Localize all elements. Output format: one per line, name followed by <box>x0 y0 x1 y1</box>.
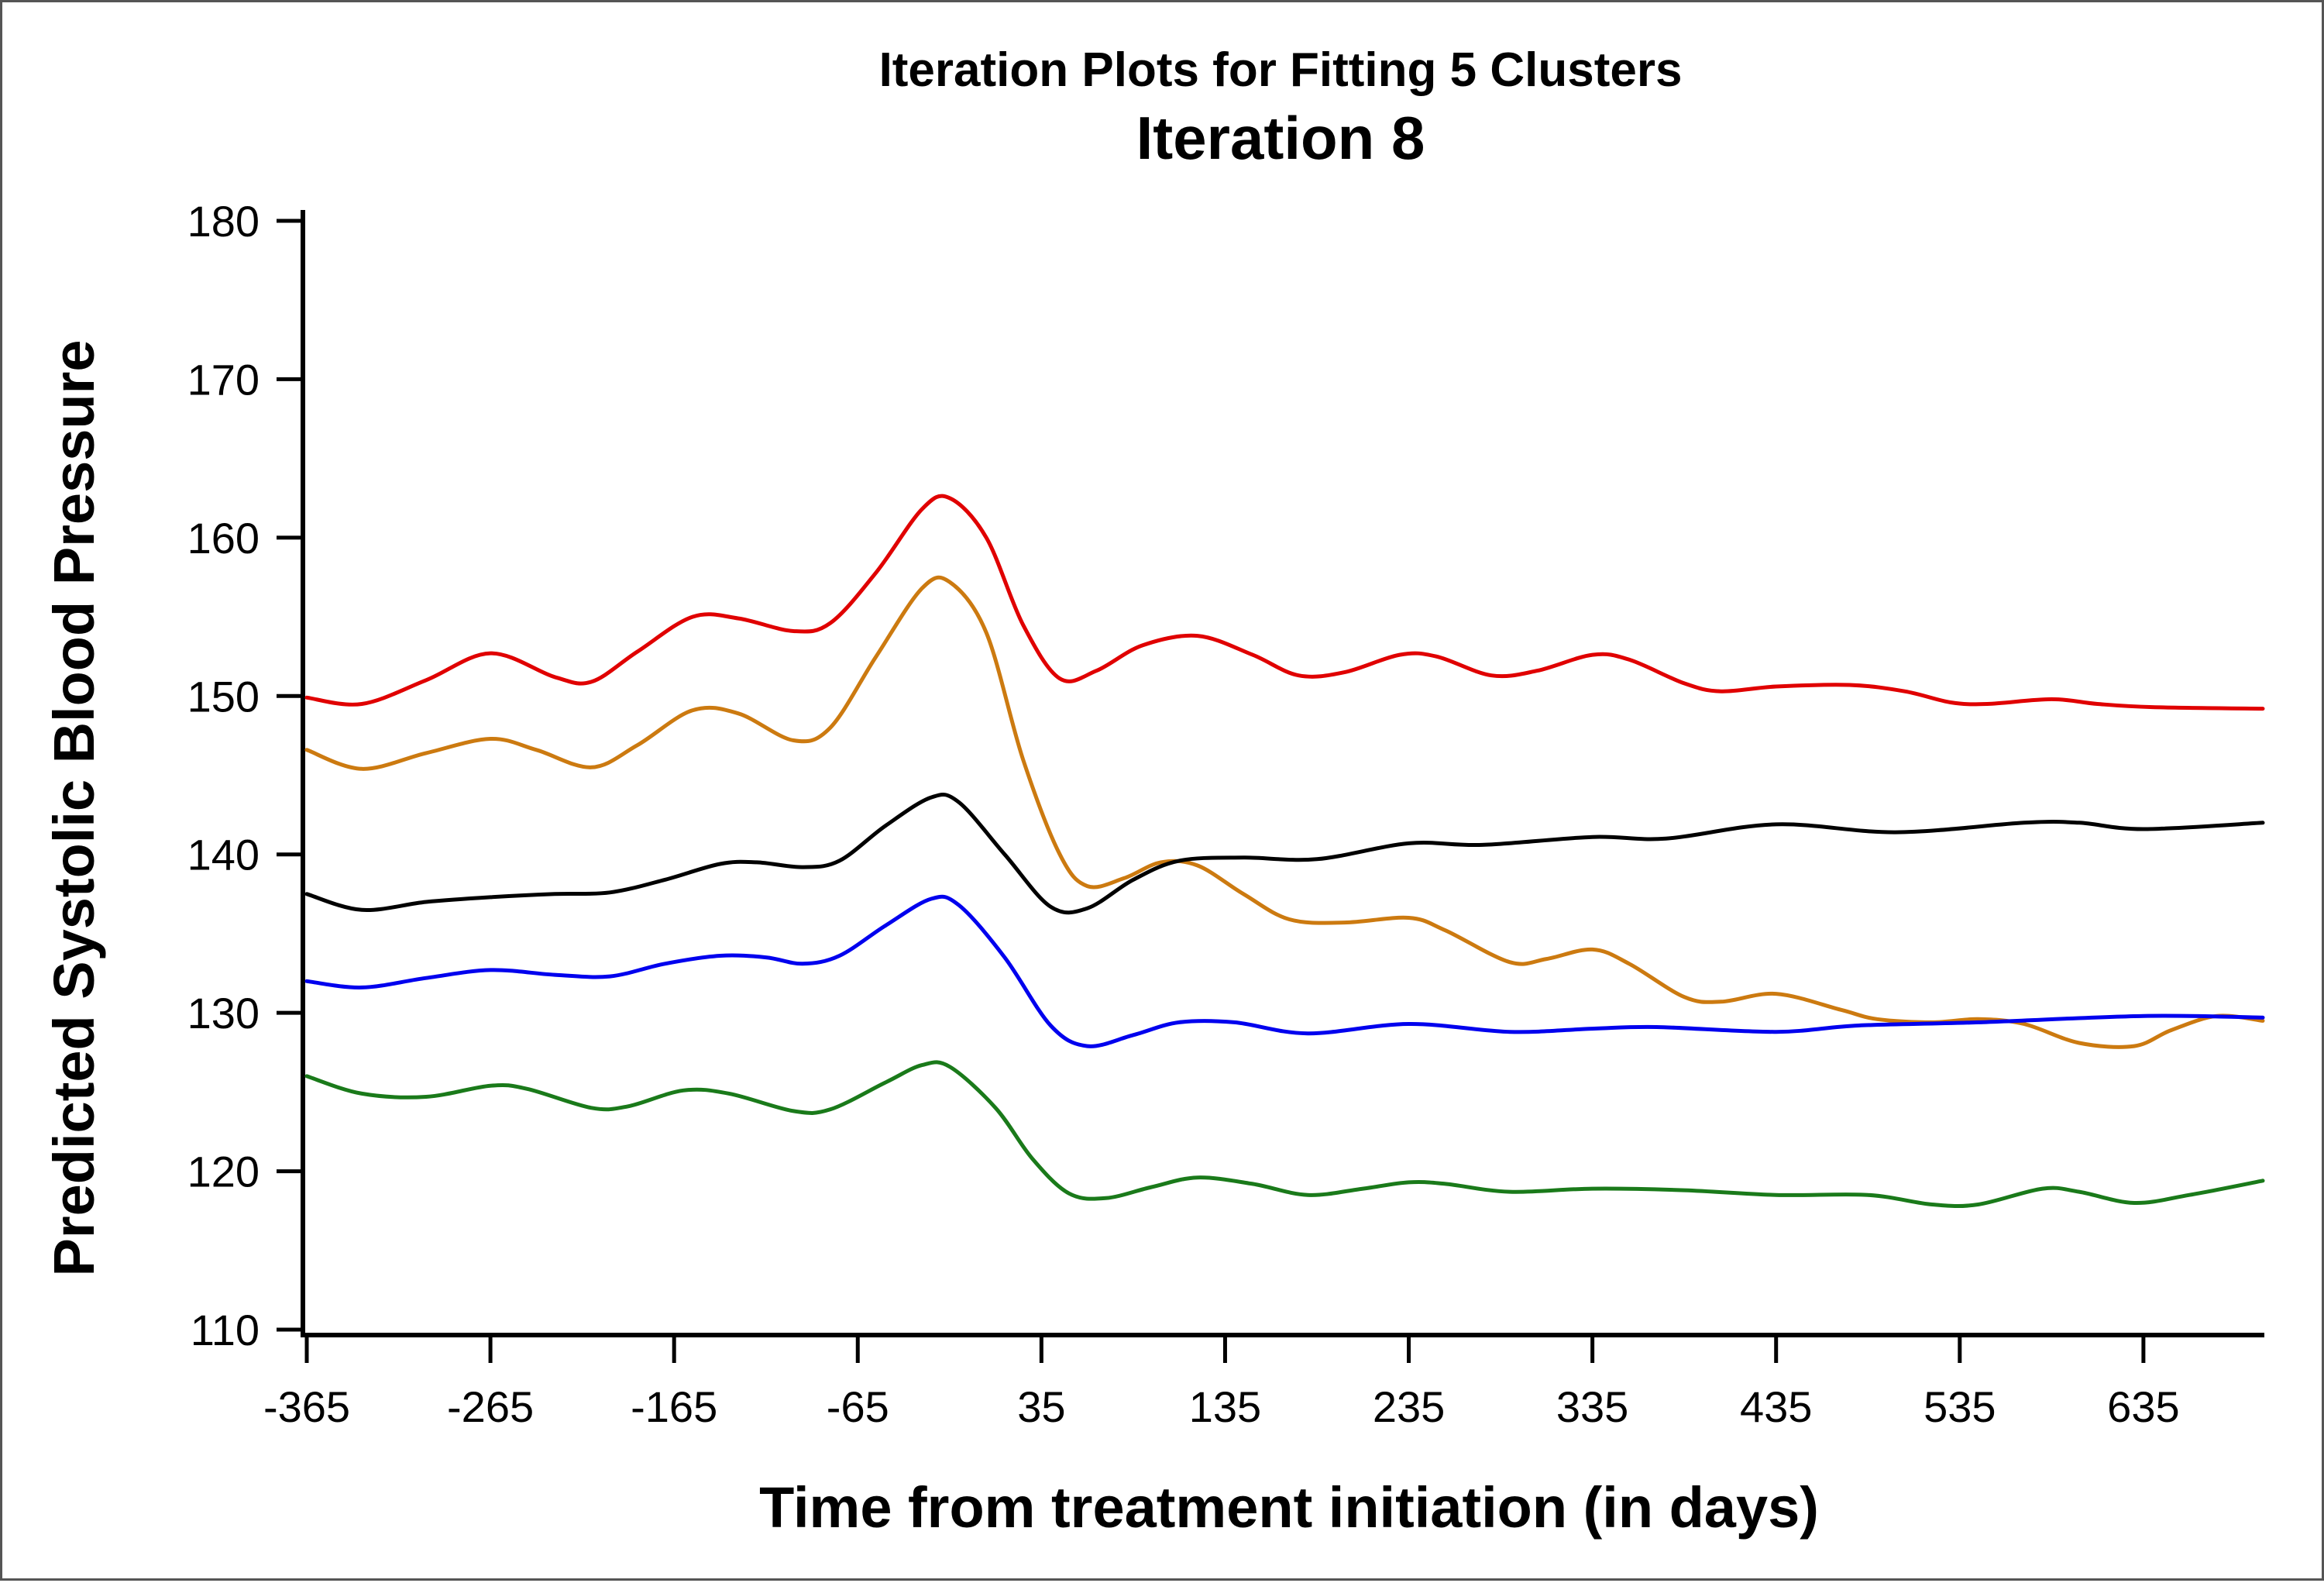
chart-title: Iteration Plots for Fitting 5 Clusters <box>879 43 1683 97</box>
y-tick-label: 120 <box>187 1148 260 1196</box>
series-line-5 <box>304 1060 2265 1209</box>
x-tick-label: 35 <box>1017 1382 1065 1431</box>
x-tick-label: 335 <box>1556 1382 1628 1431</box>
x-tick-label: 235 <box>1373 1382 1445 1431</box>
x-tick-label: 435 <box>1740 1382 1812 1431</box>
series-group <box>304 494 2265 1209</box>
chart-subtitle: Iteration 8 <box>1136 104 1425 172</box>
x-tick-label: -65 <box>827 1382 889 1431</box>
x-axis-title: Time from treatment initiation (in days) <box>759 1475 1819 1540</box>
y-tick-label: 110 <box>191 1306 260 1354</box>
x-tick-label: 635 <box>2107 1382 2179 1431</box>
y-axis-title: Predicted Systolic Blood Pressure <box>42 339 106 1276</box>
axes: 110 120 130 140 150 160 170 180 -365 -265 -165 -65 3… <box>187 197 2264 1431</box>
x-tick-label: -165 <box>631 1382 717 1431</box>
y-tick-label: 180 <box>187 197 260 246</box>
y-tick-label: 170 <box>187 355 260 404</box>
y-tick-label: 140 <box>187 831 260 879</box>
x-tick-label: 135 <box>1189 1382 1261 1431</box>
series-line-4 <box>304 894 2265 1048</box>
series-line-3 <box>304 793 2265 915</box>
x-tick-label: -265 <box>447 1382 534 1431</box>
y-tick-label: 130 <box>187 989 260 1038</box>
y-tick-label: 160 <box>187 514 260 563</box>
series-line-2 <box>304 575 2265 1049</box>
y-tick-label: 150 <box>187 672 260 721</box>
x-tick-label: 535 <box>1923 1382 1996 1431</box>
series-line-1 <box>304 494 2265 711</box>
x-tick-label: -365 <box>263 1382 350 1431</box>
